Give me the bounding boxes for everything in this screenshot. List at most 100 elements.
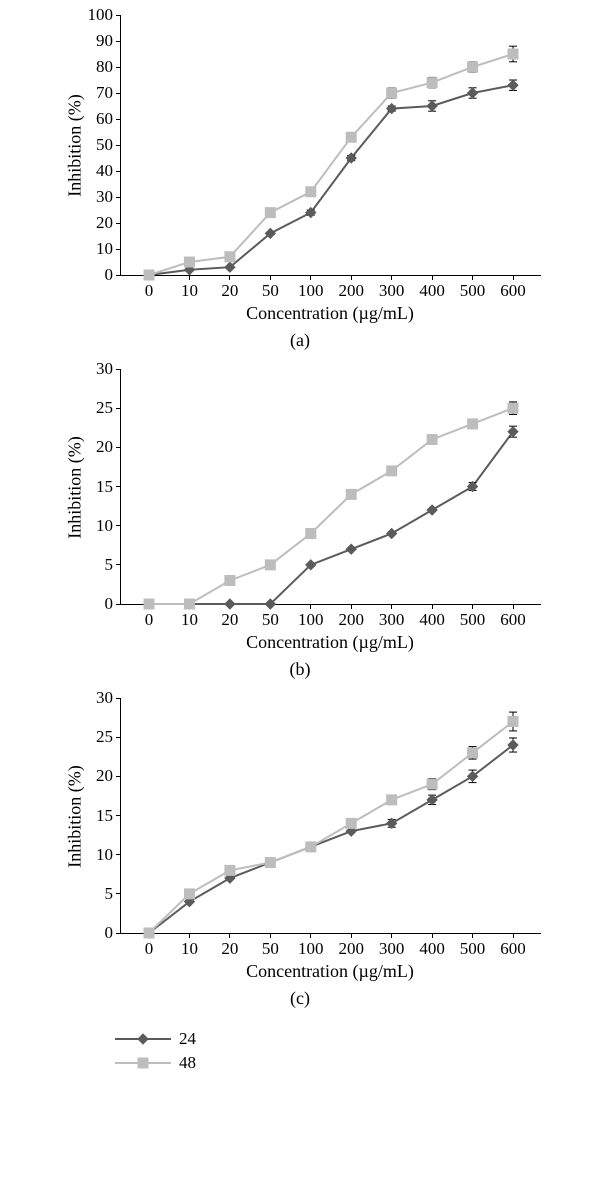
marker-s48 xyxy=(306,842,316,852)
plot-area: 0510152025300102050100200300400500600 xyxy=(120,698,541,934)
ytick-label: 15 xyxy=(96,477,121,497)
xtick-label: 500 xyxy=(460,933,486,959)
marker-s48 xyxy=(427,435,437,445)
marker-s48 xyxy=(427,779,437,789)
xtick-label: 100 xyxy=(298,933,324,959)
marker-s48 xyxy=(144,270,154,280)
ytick-label: 30 xyxy=(96,359,121,379)
marker-s48 xyxy=(508,49,518,59)
xtick-label: 200 xyxy=(338,275,364,301)
marker-s24 xyxy=(427,505,437,515)
series-line-s48 xyxy=(149,54,513,275)
figure-container: Inhibition (%) 01020304050607080901000102… xyxy=(0,0,600,1085)
xtick-label: 20 xyxy=(221,275,238,301)
marker-s24 xyxy=(427,101,437,111)
xtick-label: 500 xyxy=(460,604,486,630)
xtick-label: 100 xyxy=(298,604,324,630)
ytick-label: 0 xyxy=(105,265,122,285)
marker-s48 xyxy=(265,858,275,868)
ytick-label: 15 xyxy=(96,806,121,826)
ytick-label: 90 xyxy=(96,31,121,51)
x-axis-label: Concentration (µg/mL) xyxy=(120,961,540,982)
ytick-label: 10 xyxy=(96,845,121,865)
marker-s48 xyxy=(306,529,316,539)
marker-s48 xyxy=(225,252,235,262)
y-axis-label: Inhibition (%) xyxy=(65,86,86,206)
legend-item: 24 xyxy=(115,1027,580,1051)
x-axis-label: Concentration (µg/mL) xyxy=(120,303,540,324)
marker-s48 xyxy=(144,599,154,609)
ytick-label: 100 xyxy=(88,5,122,25)
marker-s48 xyxy=(225,576,235,586)
marker-s48 xyxy=(508,717,518,727)
marker-s48 xyxy=(346,489,356,499)
xtick-label: 50 xyxy=(262,933,279,959)
xtick-label: 300 xyxy=(379,604,405,630)
marker-s48 xyxy=(144,928,154,938)
xtick-label: 10 xyxy=(181,933,198,959)
xtick-label: 10 xyxy=(181,275,198,301)
plot-area: 0510152025300102050100200300400500600 xyxy=(120,369,541,605)
ytick-label: 10 xyxy=(96,239,121,259)
x-axis-label: Concentration (µg/mL) xyxy=(120,632,540,653)
marker-s48 xyxy=(184,599,194,609)
marker-s48 xyxy=(508,403,518,413)
xtick-label: 50 xyxy=(262,275,279,301)
xtick-label: 400 xyxy=(419,275,445,301)
xtick-label: 500 xyxy=(460,275,486,301)
ytick-label: 40 xyxy=(96,161,121,181)
marker-s48 xyxy=(468,419,478,429)
marker-s48 xyxy=(427,78,437,88)
xtick-label: 600 xyxy=(500,275,526,301)
panel-caption: (a) xyxy=(30,330,570,351)
marker-s48 xyxy=(468,62,478,72)
marker-s48 xyxy=(306,187,316,197)
y-axis-label: Inhibition (%) xyxy=(65,427,86,547)
legend-label: 48 xyxy=(179,1053,196,1073)
marker-s48 xyxy=(184,889,194,899)
xtick-label: 600 xyxy=(500,604,526,630)
marker-s48 xyxy=(387,466,397,476)
series-line-s48 xyxy=(149,722,513,934)
plot-area: 0102030405060708090100010205010020030040… xyxy=(120,15,541,276)
ytick-label: 20 xyxy=(96,437,121,457)
ytick-label: 30 xyxy=(96,688,121,708)
ytick-label: 0 xyxy=(105,923,122,943)
marker-s48 xyxy=(387,88,397,98)
ytick-label: 50 xyxy=(96,135,121,155)
panel-c: Inhibition (%) 05101520253001020501002003… xyxy=(30,698,570,1009)
chart-svg xyxy=(121,369,541,604)
panel-caption: (c) xyxy=(30,988,570,1009)
ytick-label: 25 xyxy=(96,398,121,418)
xtick-label: 200 xyxy=(338,933,364,959)
xtick-label: 20 xyxy=(221,933,238,959)
series-line-s24 xyxy=(149,85,513,275)
panel-a: Inhibition (%) 01020304050607080901000102… xyxy=(30,15,570,351)
chart-svg xyxy=(121,698,541,933)
xtick-label: 400 xyxy=(419,933,445,959)
xtick-label: 100 xyxy=(298,275,324,301)
ytick-label: 30 xyxy=(96,187,121,207)
ytick-label: 70 xyxy=(96,83,121,103)
ytick-label: 60 xyxy=(96,109,121,129)
panel-b: Inhibition (%) 05101520253001020501002003… xyxy=(30,369,570,680)
ytick-label: 20 xyxy=(96,213,121,233)
marker-s24 xyxy=(427,795,437,805)
square-icon xyxy=(115,1053,171,1073)
marker-s48 xyxy=(184,257,194,267)
xtick-label: 200 xyxy=(338,604,364,630)
marker-s48 xyxy=(346,818,356,828)
ytick-label: 5 xyxy=(105,884,122,904)
marker-s48 xyxy=(468,748,478,758)
legend: 2448 xyxy=(115,1027,580,1075)
ytick-label: 10 xyxy=(96,516,121,536)
marker-s48 xyxy=(225,865,235,875)
series-line-s24 xyxy=(149,745,513,933)
marker-s24 xyxy=(508,80,518,90)
marker-s24 xyxy=(346,544,356,554)
y-axis-label: Inhibition (%) xyxy=(65,756,86,876)
legend-label: 24 xyxy=(179,1029,196,1049)
marker-s48 xyxy=(387,795,397,805)
series-line-s48 xyxy=(149,408,513,604)
xtick-label: 300 xyxy=(379,275,405,301)
